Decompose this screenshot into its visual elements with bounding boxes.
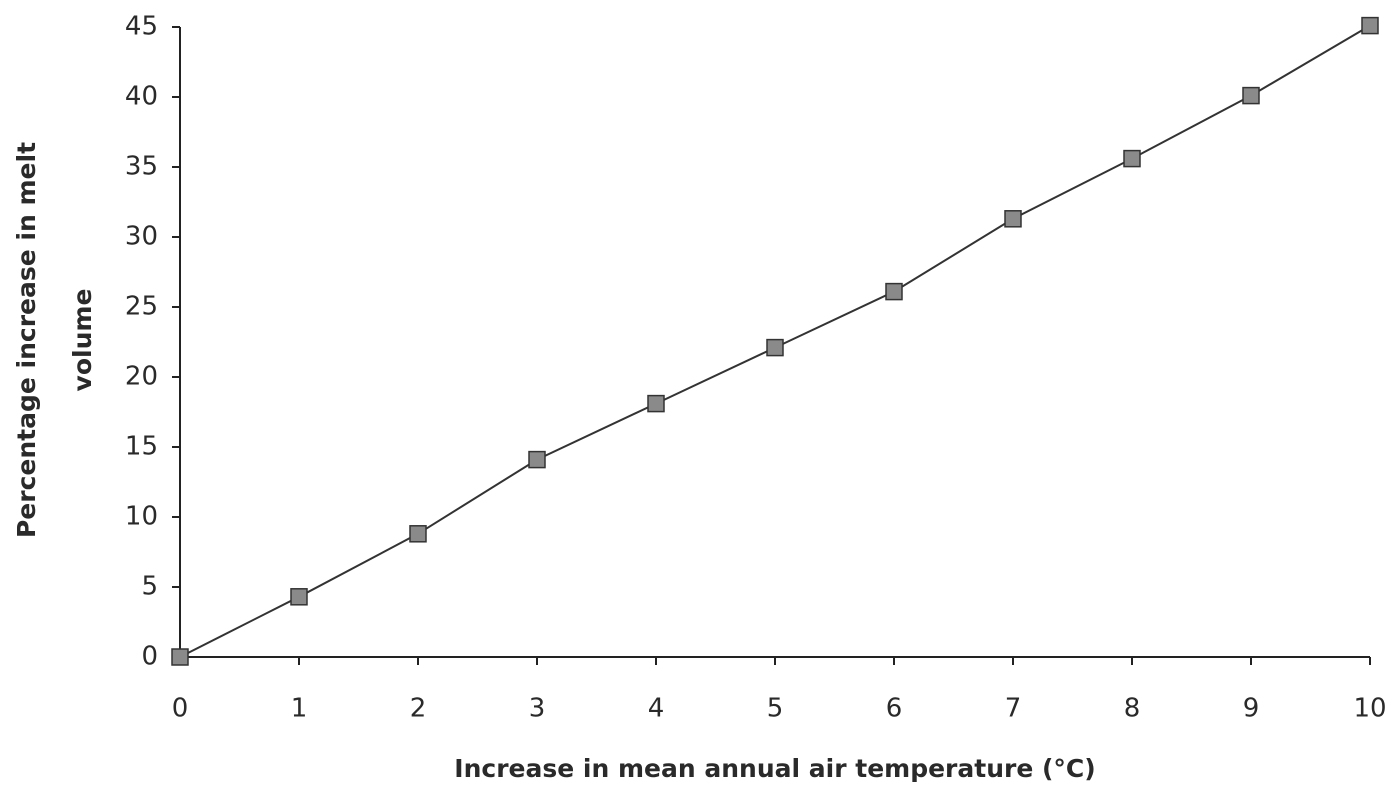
x-tick-label: 9 (1243, 694, 1260, 724)
x-tick-label: 7 (1005, 694, 1022, 724)
x-tick-label: 5 (767, 694, 784, 724)
data-point (1123, 149, 1141, 168)
x-tick-label: 4 (648, 694, 665, 724)
y-tick-label: 5 (141, 572, 158, 602)
y-tick-label: 15 (125, 432, 158, 462)
data-point (290, 588, 308, 606)
data-point (647, 394, 665, 413)
x-tick-label: 0 (172, 694, 189, 724)
data-point (1361, 16, 1379, 35)
y-tick-label: 45 (125, 12, 158, 42)
x-tick-label: 6 (886, 694, 903, 724)
y-tick-label: 35 (125, 152, 158, 182)
x-tick-label: 2 (410, 694, 427, 724)
data-point (885, 282, 903, 301)
data-point (1242, 86, 1260, 105)
x-tick-label: 1 (291, 694, 308, 724)
y-tick-label: 0 (141, 642, 158, 672)
y-tick-label: 30 (125, 222, 158, 252)
data-point (528, 450, 546, 469)
data-point (171, 648, 189, 666)
x-tick-label: 10 (1353, 694, 1386, 724)
y-tick-label: 20 (125, 362, 158, 392)
data-point (766, 338, 784, 357)
x-tick-label: 3 (529, 694, 546, 724)
data-point (1004, 210, 1022, 228)
y-tick-label: 25 (125, 292, 158, 322)
x-tick-label: 8 (1124, 694, 1141, 724)
x-axis-title: Increase in mean annual air temperature … (454, 754, 1095, 783)
data-point (409, 525, 427, 543)
y-axis-title: Percentage increase in melt (12, 142, 41, 538)
y-tick-label: 10 (125, 502, 158, 532)
y-axis-title: volume (68, 289, 97, 392)
y-tick-label: 40 (125, 82, 158, 112)
